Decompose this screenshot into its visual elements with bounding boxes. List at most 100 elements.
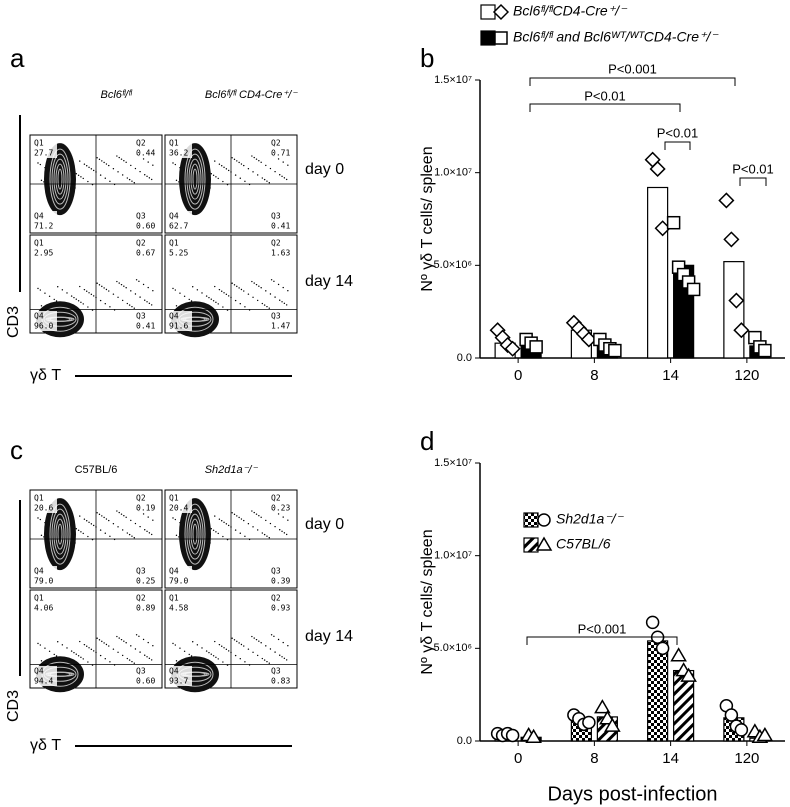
contour (53, 513, 67, 555)
event-dot (174, 644, 177, 646)
label-bg (135, 593, 159, 613)
event-dot (92, 295, 95, 297)
contour (186, 153, 204, 205)
y-tick-label: 0.0 (457, 735, 472, 747)
event-dot (244, 535, 246, 538)
event-dot (99, 529, 102, 531)
contour (57, 523, 63, 545)
event-dot (253, 511, 255, 514)
quadrant-value: 20.4 (169, 504, 188, 513)
event-dot (87, 306, 89, 308)
event-dot (282, 161, 284, 163)
x-tick-label: 120 (734, 750, 759, 767)
event-dot (83, 288, 86, 291)
point (686, 282, 701, 297)
event-dot (222, 306, 224, 308)
quadrant-name: Q3 (271, 567, 281, 576)
event-dot (218, 518, 221, 520)
event-dot (183, 650, 186, 652)
legend-label: Bcl6ᶠˡ/ᶠˡ and Bcl6ᵂᵀ/ᵂᵀCD4-Cre⁺/⁻ (513, 29, 719, 45)
point (525, 728, 542, 744)
event-dot (175, 179, 178, 182)
event-dot (201, 292, 203, 294)
event-dot (70, 650, 73, 652)
event-dot (77, 655, 80, 657)
event-dot (266, 660, 268, 663)
label-bg (168, 493, 192, 513)
event-dot (139, 651, 141, 653)
event-dot (244, 180, 246, 183)
quadrant-value: 4.58 (169, 604, 188, 613)
event-dot (121, 174, 124, 176)
event-dot (104, 177, 106, 179)
event-dot (144, 529, 146, 531)
x-tick-label: 8 (590, 750, 598, 767)
event-dot (148, 657, 151, 660)
quadrant-value: 27.7 (34, 149, 53, 158)
event-dot (225, 523, 228, 525)
event-dot (265, 645, 267, 647)
row-label: day 0 (305, 516, 344, 533)
event-dot (105, 163, 108, 165)
event-dot (279, 529, 281, 531)
event-dot (134, 648, 137, 650)
event-dot (150, 178, 153, 181)
event-dot (258, 285, 260, 287)
event-dot (144, 299, 146, 301)
event-dot (174, 163, 177, 166)
contour (53, 158, 67, 200)
event-dot (112, 293, 115, 295)
event-dot (130, 645, 132, 647)
legend-swatch (523, 537, 539, 553)
event-dot (231, 637, 233, 639)
event-dot (222, 180, 224, 183)
event-dot (148, 302, 151, 305)
event-dot (263, 659, 266, 661)
label-bg (270, 238, 294, 258)
contour (51, 153, 69, 205)
event-dot (258, 640, 260, 642)
event-dot (214, 640, 216, 643)
event-dot (282, 516, 284, 518)
event-dot (103, 287, 105, 289)
quadrant-name: Q4 (169, 667, 179, 676)
point (734, 723, 749, 737)
event-dot (282, 641, 284, 644)
contour (186, 508, 204, 560)
event-dot (190, 300, 193, 302)
event-dot (261, 532, 264, 534)
event-dot (134, 522, 137, 525)
event-dot (244, 306, 246, 308)
event-dot (172, 517, 174, 519)
event-dot (227, 169, 230, 172)
event-dot (190, 655, 193, 657)
legend-label: Bcl6ᶠˡ/ᶠˡCD4-Cre⁺/⁻ (513, 3, 628, 19)
p-value: P<0.01 (657, 125, 699, 140)
legend-marker (535, 536, 553, 551)
x-tick-label: 14 (662, 367, 679, 384)
quadrant-name: Q2 (271, 594, 281, 603)
event-dot (174, 289, 177, 291)
event-dot (123, 285, 125, 287)
quadrant-name: Q4 (34, 567, 44, 576)
point (670, 647, 687, 662)
event-dot (104, 532, 106, 534)
event-dot (233, 158, 236, 161)
event-dot (117, 296, 119, 298)
event-dot (239, 532, 241, 534)
event-dot (133, 307, 135, 309)
quadrant-name: Q2 (136, 239, 146, 248)
point (649, 160, 666, 178)
label-bg (135, 666, 159, 686)
event-dot (131, 660, 133, 663)
event-dot (243, 645, 245, 647)
significance-bracket (526, 636, 678, 645)
event-dot (130, 290, 132, 292)
event-dot (144, 654, 146, 656)
quadrant-name: Q3 (136, 312, 146, 321)
row-label: day 14 (305, 273, 353, 290)
event-dot (217, 177, 219, 180)
event-dot (83, 643, 86, 646)
event-dot (243, 519, 245, 522)
event-dot (231, 512, 233, 514)
